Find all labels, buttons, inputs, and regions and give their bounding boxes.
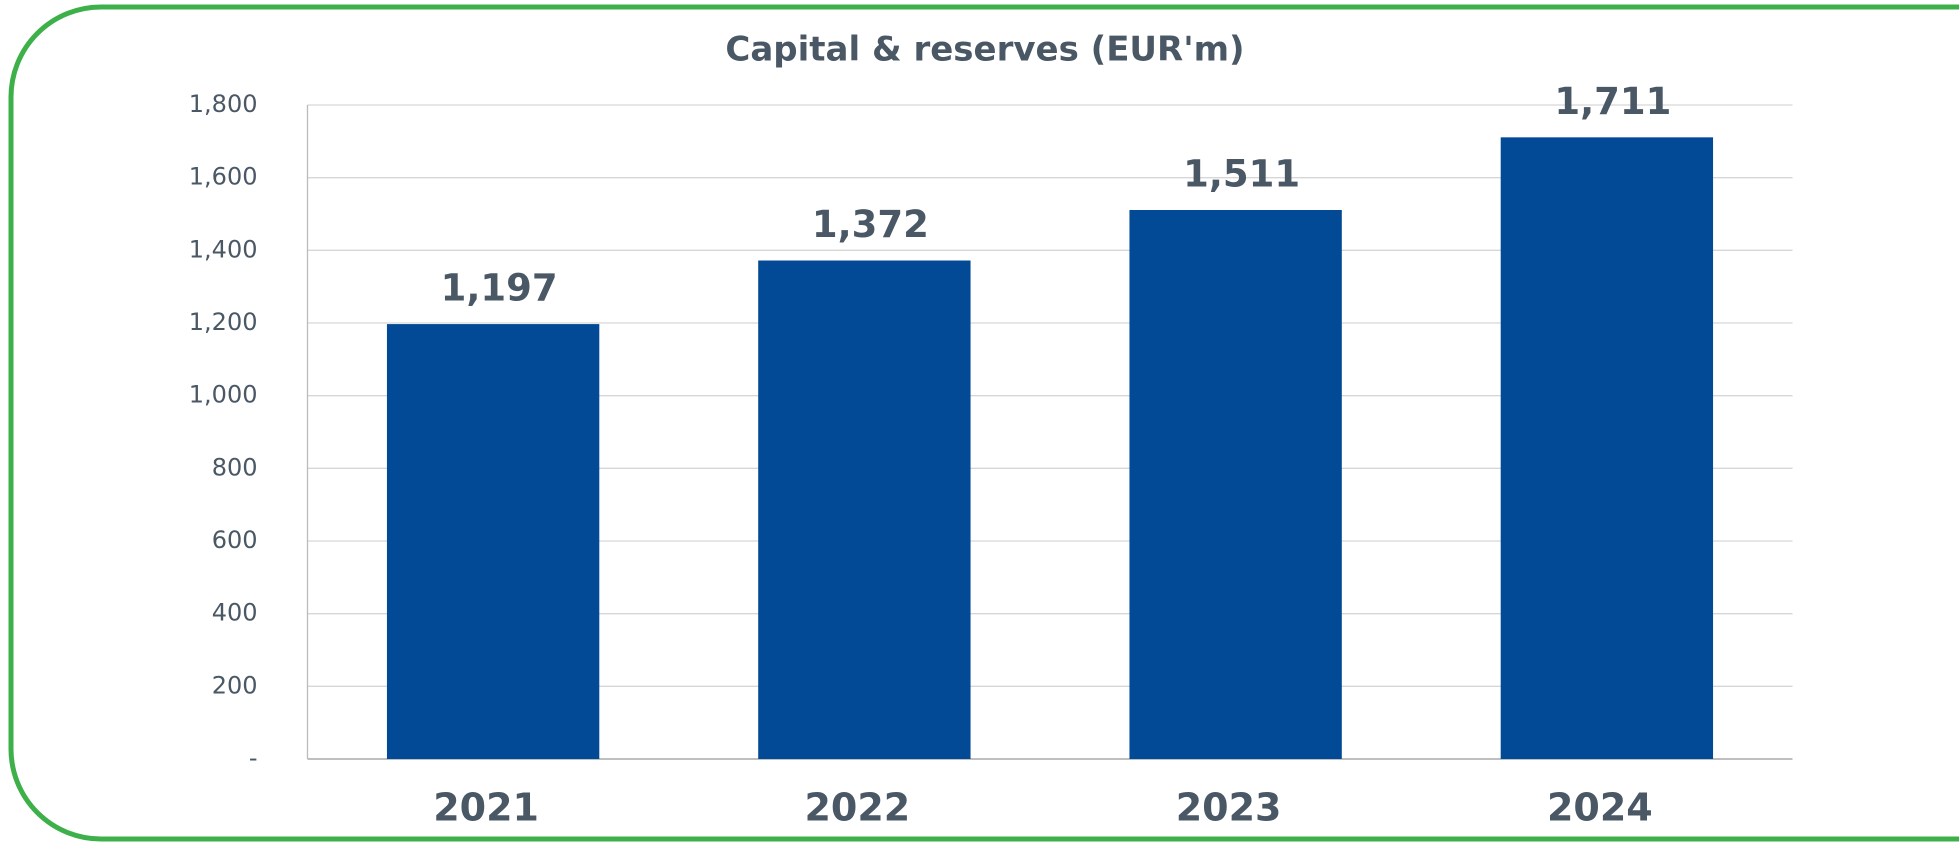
y-tick-label: - xyxy=(249,744,258,772)
value-label: 1,511 xyxy=(1183,153,1300,196)
x-tick-label: 2022 xyxy=(804,786,910,830)
y-tick-label: 1,400 xyxy=(189,235,258,263)
x-tick-label: 2024 xyxy=(1547,786,1653,830)
chart-title: Capital & reserves (EUR'm) xyxy=(725,30,1244,70)
y-tick-label: 200 xyxy=(212,671,258,699)
bar xyxy=(1500,137,1714,759)
x-tick-label: 2021 xyxy=(433,786,539,830)
value-label: 1,372 xyxy=(812,203,929,246)
value-label: 1,197 xyxy=(441,267,558,310)
y-tick-label: 1,200 xyxy=(189,308,258,336)
y-tick-label: 1,800 xyxy=(189,90,258,118)
y-tick-label: 800 xyxy=(212,453,258,481)
x-tick-label: 2023 xyxy=(1176,786,1282,830)
value-label: 1,711 xyxy=(1554,80,1671,123)
frame xyxy=(8,4,1959,842)
y-tick-label: 400 xyxy=(212,599,258,627)
y-tick-label: 1,000 xyxy=(189,381,258,409)
bar xyxy=(386,324,600,759)
y-tick-label: 1,600 xyxy=(189,163,258,191)
y-tick-label: 600 xyxy=(212,526,258,554)
bar xyxy=(1129,210,1342,760)
bar xyxy=(758,260,971,759)
